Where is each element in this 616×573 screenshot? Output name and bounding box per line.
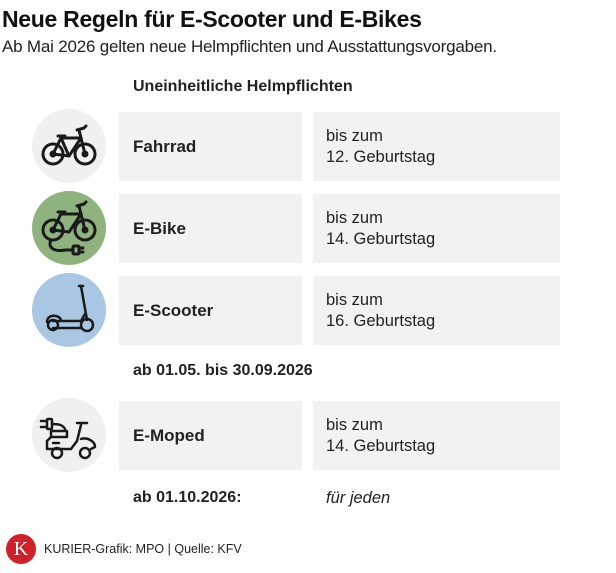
- vehicle-label: E-Scooter: [133, 300, 214, 320]
- vehicle-label: E-Moped: [133, 425, 205, 445]
- escooter-icon: [32, 273, 106, 347]
- table-row-escooter: E-Scooter bis zum 16. Geburtstag: [0, 273, 616, 347]
- ebike-icon: [32, 191, 106, 265]
- rule-cell: bis zum 12. Geburtstag: [313, 112, 560, 181]
- vehicle-label: E-Bike: [133, 218, 186, 238]
- rule-line-1: bis zum: [326, 126, 383, 145]
- page-title: Neue Regeln für E-Scooter und E-Bikes: [2, 6, 422, 32]
- table-row-emoped: E-Moped bis zum 14. Geburtstag: [0, 398, 616, 472]
- period-note: für jeden: [326, 489, 391, 507]
- vehicle-cell: Fahrrad: [119, 112, 302, 181]
- section-heading: Uneinheitliche Helmpflichten: [133, 78, 353, 95]
- rule-line-1: bis zum: [326, 208, 383, 227]
- period-label-summer: ab 01.05. bis 30.09.2026: [133, 362, 313, 379]
- kurier-logo-icon: K: [6, 534, 36, 564]
- rule-line-1: bis zum: [326, 290, 383, 309]
- rule-line-2: 16. Geburtstag: [326, 311, 436, 330]
- rule-cell: bis zum 16. Geburtstag: [313, 276, 560, 345]
- footer: K KURIER-Grafik: MPO | Quelle: KFV: [6, 534, 242, 564]
- rule-line-2: 14. Geburtstag: [326, 436, 436, 455]
- table-row-ebike: E-Bike bis zum 14. Geburtstag: [0, 191, 616, 265]
- vehicle-cell: E-Bike: [119, 194, 302, 263]
- emoped-icon: [32, 398, 106, 472]
- rule-cell: bis zum 14. Geburtstag: [313, 401, 560, 470]
- rule-line-2: 12. Geburtstag: [326, 147, 436, 166]
- rule-line-2: 14. Geburtstag: [326, 229, 436, 248]
- vehicle-cell: E-Moped: [119, 401, 302, 470]
- table-row-fahrrad: Fahrrad bis zum 12. Geburtstag: [0, 109, 616, 183]
- credit-text: KURIER-Grafik: MPO | Quelle: KFV: [44, 542, 242, 556]
- bicycle-icon: [32, 109, 106, 183]
- period-label-october: ab 01.10.2026:: [133, 489, 242, 506]
- page-subtitle: Ab Mai 2026 gelten neue Helmpflichten un…: [2, 37, 497, 56]
- vehicle-cell: E-Scooter: [119, 276, 302, 345]
- rule-line-1: bis zum: [326, 415, 383, 434]
- vehicle-label: Fahrrad: [133, 136, 197, 156]
- rule-cell: bis zum 14. Geburtstag: [313, 194, 560, 263]
